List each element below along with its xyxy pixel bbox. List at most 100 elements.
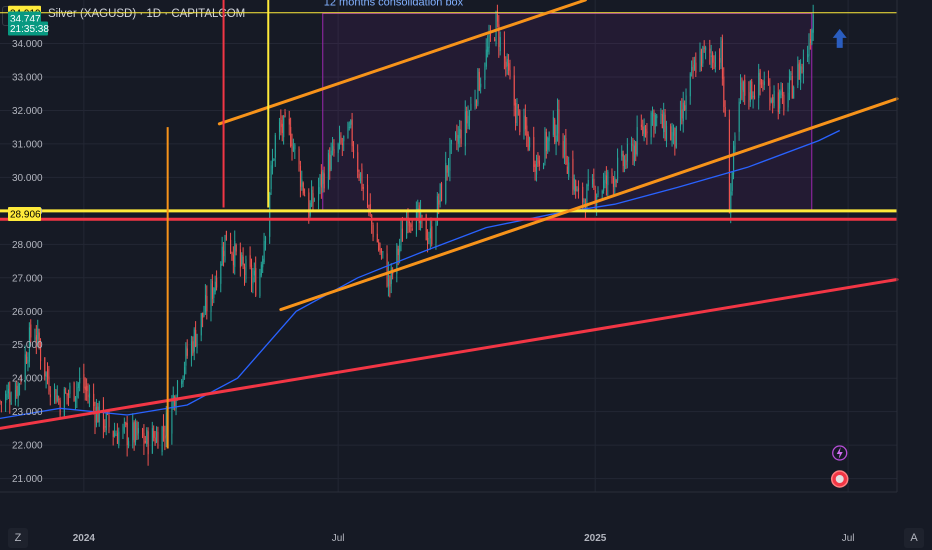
candle xyxy=(220,264,222,284)
candle xyxy=(762,87,764,90)
candle xyxy=(652,112,654,117)
candle xyxy=(400,228,402,243)
candle xyxy=(548,132,550,142)
candle xyxy=(274,135,276,158)
candle xyxy=(408,221,410,223)
candle xyxy=(270,165,272,190)
candle xyxy=(803,57,805,72)
price-label-yellow: 28.906 xyxy=(10,210,41,221)
candle xyxy=(587,180,589,187)
candle xyxy=(163,425,165,432)
candle xyxy=(329,154,331,172)
candle xyxy=(153,431,155,438)
candle xyxy=(63,388,65,418)
candle xyxy=(171,398,173,434)
candle xyxy=(552,117,554,135)
candle xyxy=(379,248,381,253)
candle xyxy=(534,164,536,172)
candle xyxy=(378,242,380,250)
candle xyxy=(216,277,218,288)
candle xyxy=(144,441,146,443)
candle xyxy=(279,122,281,133)
candle xyxy=(660,113,662,115)
candle xyxy=(484,69,486,81)
candle xyxy=(751,81,753,99)
candle xyxy=(692,64,694,73)
candle xyxy=(694,59,696,71)
candle xyxy=(529,137,531,148)
candle xyxy=(759,70,761,85)
candle xyxy=(632,144,634,161)
candle xyxy=(673,124,675,136)
candle xyxy=(17,383,19,398)
candle xyxy=(386,253,388,287)
candle xyxy=(611,172,613,177)
candle xyxy=(283,116,285,138)
candle xyxy=(445,162,447,203)
candle xyxy=(477,69,479,105)
candle xyxy=(382,251,384,253)
candle xyxy=(631,143,633,146)
candle xyxy=(44,357,46,377)
candle xyxy=(59,400,61,415)
candle xyxy=(97,406,99,423)
candle xyxy=(585,203,587,212)
candle xyxy=(136,421,138,436)
time-tick-label: 2025 xyxy=(584,533,607,544)
candle xyxy=(515,103,517,123)
candle xyxy=(396,244,398,274)
candle xyxy=(685,95,687,110)
candle xyxy=(505,61,507,68)
candle xyxy=(741,78,743,91)
up-arrow-icon xyxy=(832,28,847,48)
candle xyxy=(506,59,508,67)
auto-scale-button[interactable]: A xyxy=(904,528,924,548)
candle xyxy=(498,24,500,47)
candle xyxy=(800,66,802,83)
price-tick-label: 33.000 xyxy=(12,72,43,83)
candle xyxy=(122,426,124,432)
candle xyxy=(185,346,187,366)
candle xyxy=(713,62,715,69)
candle xyxy=(738,101,740,132)
candle xyxy=(318,187,320,201)
candle xyxy=(748,92,750,101)
candle xyxy=(777,92,779,113)
candle xyxy=(105,413,107,431)
trend-line-red xyxy=(0,277,899,430)
candle xyxy=(572,158,574,190)
candle xyxy=(164,435,166,439)
candle xyxy=(108,415,110,428)
candle xyxy=(695,62,697,73)
candle xyxy=(671,132,673,143)
candle xyxy=(221,246,223,265)
candle xyxy=(470,103,472,111)
candle xyxy=(301,179,303,187)
candle xyxy=(368,205,370,207)
candle xyxy=(545,132,547,152)
price-label-last: 34.747 xyxy=(10,14,41,25)
zoom-button[interactable]: Z xyxy=(8,528,28,548)
candle xyxy=(68,393,70,396)
candle xyxy=(360,172,362,182)
candle xyxy=(350,120,352,125)
candle xyxy=(622,153,624,167)
candle xyxy=(636,127,638,155)
candle xyxy=(460,129,462,144)
candle xyxy=(499,37,501,52)
candle xyxy=(381,249,383,253)
candle xyxy=(533,137,535,168)
candle xyxy=(770,99,772,103)
candle xyxy=(319,175,321,186)
candle xyxy=(213,288,215,298)
candle xyxy=(485,49,487,67)
price-tick-label: 34.000 xyxy=(12,39,43,50)
candle xyxy=(621,150,623,157)
candle xyxy=(49,394,51,398)
candle xyxy=(724,107,726,116)
candle xyxy=(304,195,306,197)
candle xyxy=(191,341,193,357)
candle xyxy=(798,62,800,80)
